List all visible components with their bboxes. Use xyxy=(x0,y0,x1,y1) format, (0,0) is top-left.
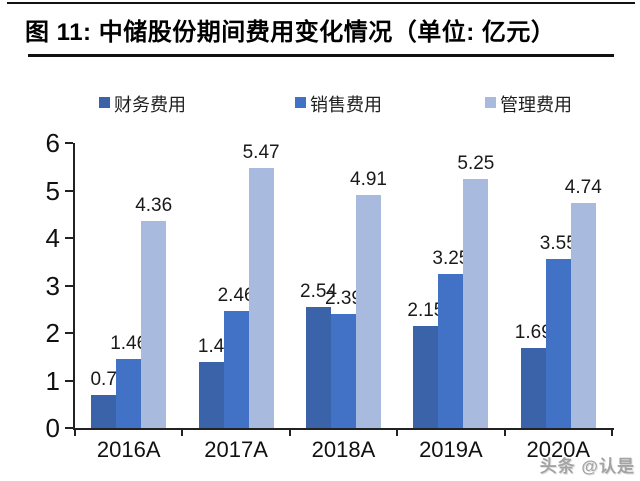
bar xyxy=(223,311,249,428)
bar-value-label: 2.46 xyxy=(217,285,255,307)
bar-value-label: 4.36 xyxy=(135,194,173,216)
bar xyxy=(331,314,356,428)
y-axis-line xyxy=(73,143,75,430)
bar xyxy=(91,394,117,428)
bar-value-label: 4.91 xyxy=(350,168,387,190)
title-underline xyxy=(28,54,614,57)
bar-value-label: 5.25 xyxy=(457,152,495,174)
watermark: 头条 @认是 xyxy=(539,457,635,476)
figure-title: 图 11: 中储股份期间费用变化情况（单位: 亿元） xyxy=(25,19,556,46)
y-axis-tick xyxy=(65,189,73,192)
x-axis-tick xyxy=(396,430,399,436)
y-axis-tick xyxy=(65,379,73,382)
bar-value-label: 2.39 xyxy=(325,288,362,310)
legend-marker-icon xyxy=(485,97,496,108)
bar xyxy=(463,178,489,428)
y-axis-tick xyxy=(65,427,73,429)
bar xyxy=(141,220,167,428)
y-axis-label: 6 xyxy=(45,128,60,158)
x-axis-line xyxy=(73,428,614,430)
y-axis-tick xyxy=(65,142,73,144)
y-axis-label: 2 xyxy=(45,318,60,348)
top-divider xyxy=(7,2,635,4)
bar-value-label: 1.69 xyxy=(514,321,552,343)
x-axis-label: 2019A xyxy=(419,437,483,462)
legend-label: 管理费用 xyxy=(500,95,572,115)
bar-value-label: 2.15 xyxy=(407,299,445,321)
x-axis-label: 2017A xyxy=(204,437,268,462)
bar-value-label: 3.25 xyxy=(432,247,470,269)
x-axis-label: 2020A xyxy=(526,437,591,462)
bar-value-label: 5.47 xyxy=(242,142,280,164)
legend-marker-icon xyxy=(295,97,306,108)
bar-value-label: 1.46 xyxy=(110,332,148,354)
y-axis-tick xyxy=(65,237,73,239)
legend-label: 销售费用 xyxy=(310,95,382,115)
y-axis-tick xyxy=(65,284,73,287)
y-axis-label: 3 xyxy=(45,270,60,301)
x-axis-tick xyxy=(503,430,506,436)
y-axis-label: 5 xyxy=(45,175,60,206)
legend-item: 管理费用 xyxy=(485,91,572,115)
bar xyxy=(306,307,331,428)
bar xyxy=(545,259,571,428)
bar xyxy=(248,168,274,428)
y-axis-label: 4 xyxy=(45,223,60,253)
x-axis-tick xyxy=(611,430,613,436)
bar-value-label: 3.55 xyxy=(539,233,577,255)
bar xyxy=(520,347,546,428)
bar xyxy=(438,273,464,428)
x-axis-tick xyxy=(288,430,291,436)
legend-marker-icon xyxy=(99,97,110,108)
legend-item: 销售费用 xyxy=(295,91,382,115)
legend-label: 财务费用 xyxy=(114,95,186,115)
bar xyxy=(413,325,439,428)
bar-value-label: 2.54 xyxy=(300,281,337,303)
bar xyxy=(198,361,224,428)
legend-item: 财务费用 xyxy=(99,91,186,115)
y-axis-tick xyxy=(65,332,73,334)
bar xyxy=(570,202,596,428)
bar xyxy=(116,358,142,428)
x-axis-label: 2016A xyxy=(96,437,161,462)
bar xyxy=(356,194,381,428)
bar-value-label: 1.4 xyxy=(197,335,225,357)
x-axis-label: 2018A xyxy=(311,437,376,462)
x-axis-tick xyxy=(181,430,184,436)
y-axis-label: 1 xyxy=(45,365,60,396)
y-axis-label: 0 xyxy=(45,413,60,443)
x-axis-tick xyxy=(74,430,76,436)
bar-value-label: 4.74 xyxy=(564,176,602,198)
bar-value-label: 0.7 xyxy=(90,368,117,390)
